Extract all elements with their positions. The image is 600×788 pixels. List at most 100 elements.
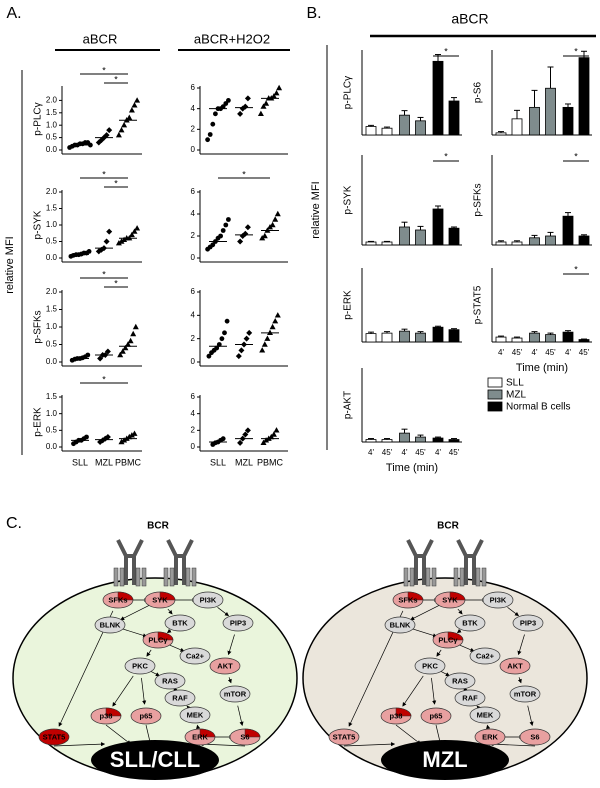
chart-title: p-PLCγ: [343, 76, 354, 109]
bar: [529, 332, 540, 343]
node: [454, 689, 486, 707]
bar: [381, 439, 393, 443]
bar: [415, 120, 426, 136]
node-label: BTK: [172, 618, 188, 627]
sig-label: *: [574, 151, 578, 161]
arrow: [112, 675, 134, 707]
node: [94, 616, 126, 634]
arrow: [141, 677, 147, 705]
membrane-protein: [431, 567, 437, 587]
node: [219, 685, 251, 703]
bar: [511, 337, 523, 343]
point: [122, 344, 129, 351]
x-tick-label: MZL: [235, 457, 253, 467]
point: [85, 352, 91, 358]
sig-label: *: [574, 264, 578, 274]
node: [499, 657, 531, 675]
arrow: [458, 644, 475, 652]
bar: [448, 439, 460, 443]
node-label: S6: [240, 732, 249, 741]
bar: [578, 339, 590, 343]
arrow: [199, 742, 246, 747]
arrow: [120, 605, 150, 620]
x-tick-label: 4': [402, 448, 408, 457]
node: [179, 706, 211, 724]
y-tick-label: 4: [191, 409, 196, 418]
point: [131, 228, 138, 234]
y-tick-label: 2.0: [46, 287, 58, 296]
point: [207, 132, 213, 137]
point: [128, 107, 135, 113]
y-tick-label: 2.0: [46, 187, 58, 196]
arrow: [410, 605, 440, 620]
point: [126, 114, 133, 120]
row-title: p-SFKs: [33, 310, 44, 343]
node-label: PIP3: [520, 618, 536, 627]
point: [257, 110, 264, 117]
receptor-label: BCR: [437, 521, 459, 532]
group-title: aBCR: [83, 31, 118, 46]
membrane-protein: [403, 567, 409, 587]
sig-label: *: [444, 46, 448, 56]
bar: [399, 226, 410, 246]
arrow: [440, 671, 450, 676]
arrow: [227, 677, 232, 684]
legend-swatch: [487, 377, 503, 388]
receptor: [456, 539, 484, 585]
y-tick-label: 4: [191, 209, 196, 218]
sig-label: *: [242, 169, 246, 179]
arrow: [489, 742, 536, 747]
x-tick-label: 4': [435, 448, 441, 457]
arrow: [476, 705, 481, 711]
point: [224, 318, 230, 324]
point: [220, 436, 226, 442]
chart-title: p-STAT5: [473, 285, 484, 324]
arrow: [150, 671, 160, 676]
point: [260, 103, 267, 109]
nucleus: [91, 740, 219, 780]
y-tick-label: 6: [191, 287, 196, 296]
node-label: SFKs: [108, 595, 127, 604]
membrane-protein: [163, 567, 169, 587]
y-tick-label: 0: [191, 357, 196, 366]
legend-swatch: [487, 401, 503, 412]
node-label: BTK: [462, 618, 478, 627]
point: [104, 434, 111, 440]
point: [103, 238, 110, 245]
row-title: p-ERK: [33, 407, 44, 437]
y-tick-label: 6: [191, 83, 196, 92]
x-tick-label: 4': [368, 448, 374, 457]
node-label: ERK: [482, 732, 498, 741]
node-label: ERK: [192, 732, 208, 741]
node-label: RAF: [462, 693, 478, 702]
bar: [365, 333, 377, 343]
point: [126, 433, 133, 440]
point: [223, 222, 229, 228]
point: [131, 430, 138, 436]
point: [84, 434, 89, 440]
point: [243, 335, 250, 342]
y-tick-label: 1.5: [46, 204, 58, 213]
node-label: PKC: [132, 661, 148, 670]
bar: [432, 208, 444, 246]
bar: [545, 235, 556, 246]
point: [218, 233, 224, 239]
point: [128, 432, 135, 438]
point: [214, 345, 220, 351]
point: [263, 437, 270, 443]
node-label: AKT: [217, 661, 233, 670]
y-tick-label: 1.0: [46, 120, 58, 129]
arrow: [146, 649, 152, 657]
point: [131, 102, 138, 108]
arrow: [507, 607, 520, 617]
bar: [511, 118, 523, 136]
node: [482, 591, 514, 609]
point: [219, 336, 225, 342]
row-title: p-SYK: [33, 210, 44, 239]
node: [192, 591, 224, 609]
chart-title: p-SYK: [343, 185, 354, 214]
legend-label: MZL: [506, 390, 526, 401]
sig-label: *: [102, 269, 106, 279]
node-label: SYK: [152, 595, 168, 604]
